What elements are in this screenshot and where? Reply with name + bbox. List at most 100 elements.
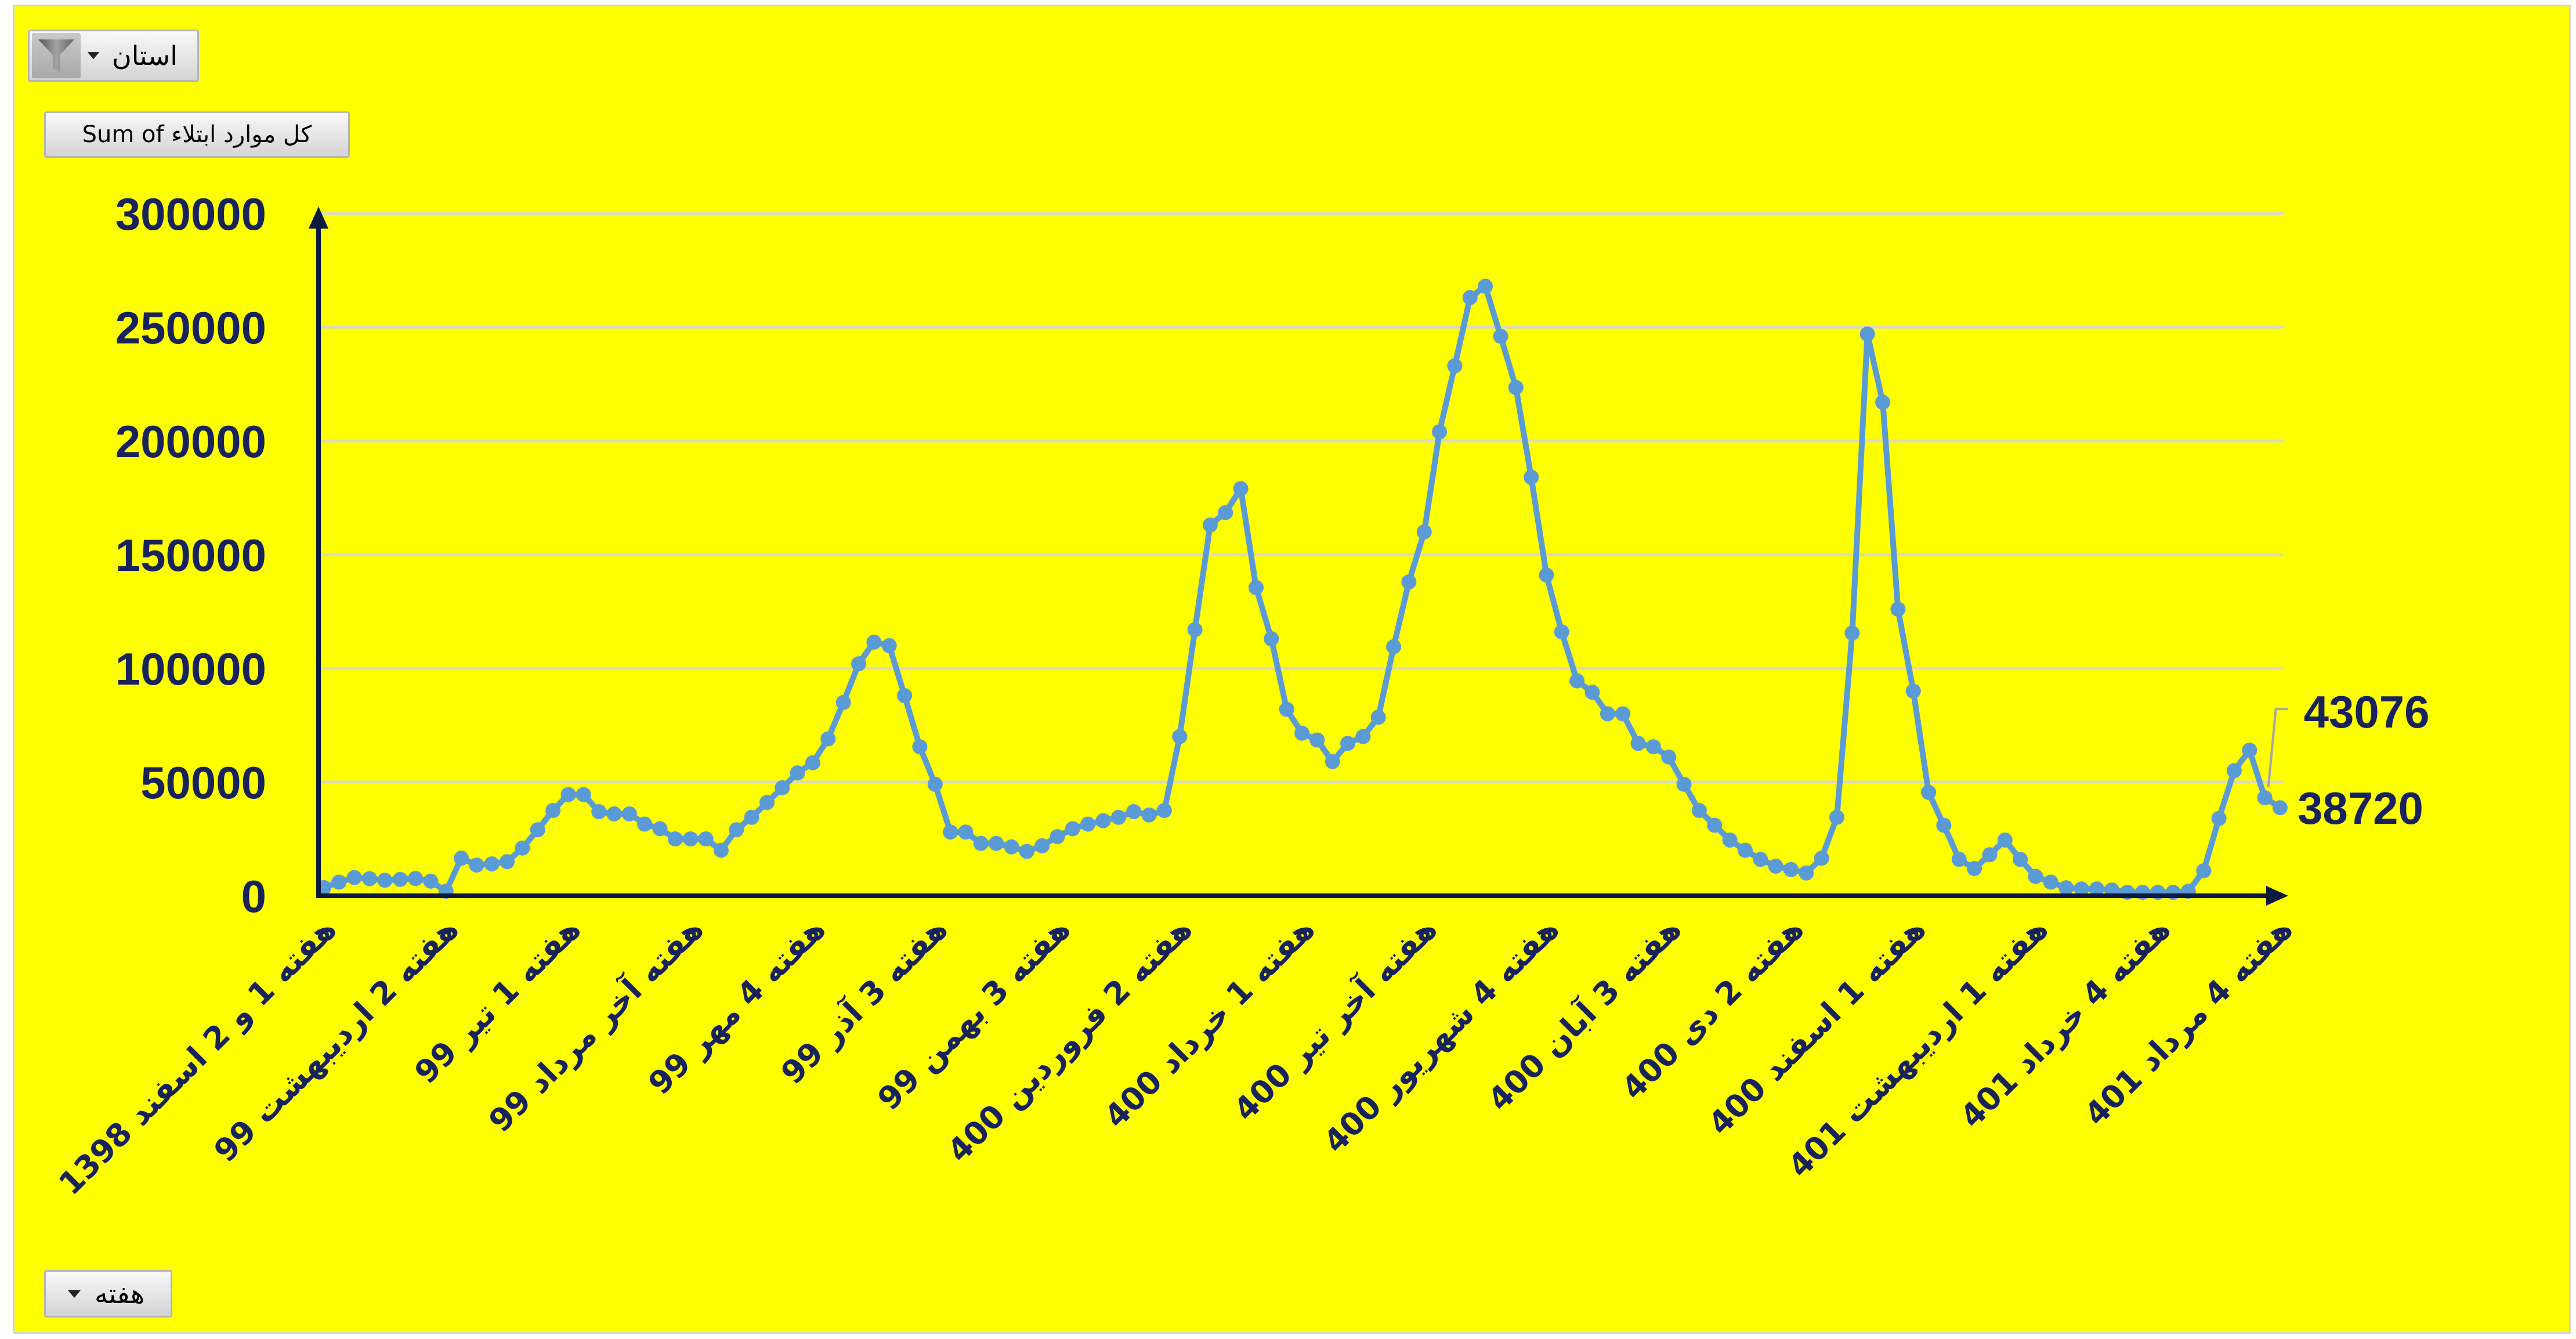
data-point (1095, 813, 1111, 828)
y-tick-label: 100000 (115, 643, 266, 694)
axes (309, 207, 2288, 906)
data-point (1508, 379, 1524, 395)
data-point (1156, 803, 1172, 818)
data-point (331, 874, 347, 890)
y-tick-label: 300000 (115, 189, 266, 240)
data-point (423, 873, 439, 889)
data-point (1370, 710, 1386, 725)
chevron-down-icon (68, 1290, 81, 1298)
y-axis-arrow (309, 207, 328, 229)
funnel-icon (32, 33, 81, 78)
data-point (1539, 567, 1554, 583)
data-point (1630, 736, 1646, 751)
data-point (408, 871, 424, 886)
y-tick-label: 250000 (115, 302, 266, 353)
week-field-label: هفته (95, 1278, 145, 1309)
data-point (1309, 732, 1325, 748)
data-point (1462, 290, 1478, 305)
data-point (1814, 851, 1829, 866)
data-point (927, 776, 943, 792)
data-point (1783, 862, 1799, 877)
data-point (1691, 803, 1707, 818)
data-point (835, 694, 851, 710)
data-point (652, 821, 668, 837)
data-point (2089, 881, 2104, 897)
data-point (1753, 852, 1768, 867)
data-point (1187, 622, 1203, 638)
data-point (729, 822, 744, 838)
data-point (484, 856, 500, 872)
data-point (1034, 838, 1050, 853)
chevron-down-icon (88, 52, 99, 59)
data-point (1676, 776, 1692, 792)
x-tick-label: هفته 2 فروردین 400 (940, 910, 1200, 1170)
data-point (1707, 817, 1723, 833)
x-tick-label: هفته 4 شهریور 400 (1316, 910, 1566, 1160)
data-point (1218, 505, 1233, 520)
data-labels: 43076 38720 (2267, 686, 2430, 834)
data-point (1967, 861, 1982, 876)
data-point (1050, 829, 1065, 845)
data-point (1478, 278, 1493, 294)
x-tick-label: هفته 4 خرداد 401 (1953, 910, 2178, 1135)
data-point (530, 822, 545, 838)
data-point (1890, 602, 1906, 617)
data-point (1661, 749, 1677, 765)
data-point (1997, 833, 2013, 848)
value-field-button[interactable]: Sum of کل موارد ابتلاء (44, 111, 350, 158)
data-point (1524, 469, 1539, 485)
data-point (1386, 639, 1402, 654)
x-tick-label: هفته 4 مرداد 401 (2077, 910, 2300, 1133)
data-point (1126, 804, 1142, 819)
data-point (667, 831, 683, 846)
y-tick-label: 200000 (115, 416, 266, 467)
data-point (1065, 821, 1080, 837)
data-point (1110, 809, 1126, 825)
data-point (576, 787, 591, 802)
data-point (1615, 706, 1631, 722)
data-point (1202, 517, 1218, 533)
x-tick-label: هفته 2 اردیبهشت 99 (207, 910, 466, 1170)
data-point (2242, 743, 2257, 758)
data-point (377, 873, 393, 888)
data-point (989, 835, 1004, 851)
data-point (1279, 701, 1294, 717)
data-point (2211, 810, 2227, 826)
data-point (469, 857, 484, 873)
x-axis-arrow (2266, 886, 2288, 906)
data-point (713, 842, 729, 858)
data-point (621, 806, 637, 822)
data-point (851, 656, 866, 672)
data-point (1584, 685, 1600, 700)
data-point (943, 824, 958, 840)
province-filter-button[interactable]: استان (28, 30, 199, 82)
data-point (1799, 865, 1814, 881)
data-point (790, 765, 805, 781)
data-point (637, 816, 653, 832)
data-point (454, 851, 469, 866)
data-point (2058, 880, 2074, 896)
data-point (2257, 790, 2273, 806)
data-point (1264, 631, 1279, 646)
data-label: 43076 (2304, 686, 2430, 737)
x-tick-label: هفته آخر تیر 400 (1226, 910, 1444, 1128)
data-label: 38720 (2298, 783, 2423, 834)
data-point (775, 780, 790, 795)
data-point (973, 835, 989, 851)
week-axis-field-button[interactable]: هفته (44, 1270, 172, 1318)
data-point (1493, 328, 1508, 344)
data-point (1905, 683, 1921, 699)
data-points (316, 278, 2288, 900)
data-point (1951, 852, 1967, 867)
y-tick-label: 150000 (115, 530, 266, 581)
y-axis-labels: 0 50000 100000 150000 200000 250000 300000 (115, 189, 266, 922)
data-point (1722, 833, 1738, 848)
data-point (1875, 395, 1891, 410)
x-tick-label: هفته آخر مرداد 99 (481, 910, 711, 1139)
gridlines (319, 212, 2284, 784)
data-point (515, 840, 530, 856)
data-point (1355, 729, 1371, 744)
data-point (362, 871, 377, 886)
data-point (2273, 800, 2288, 816)
data-point (958, 824, 974, 840)
